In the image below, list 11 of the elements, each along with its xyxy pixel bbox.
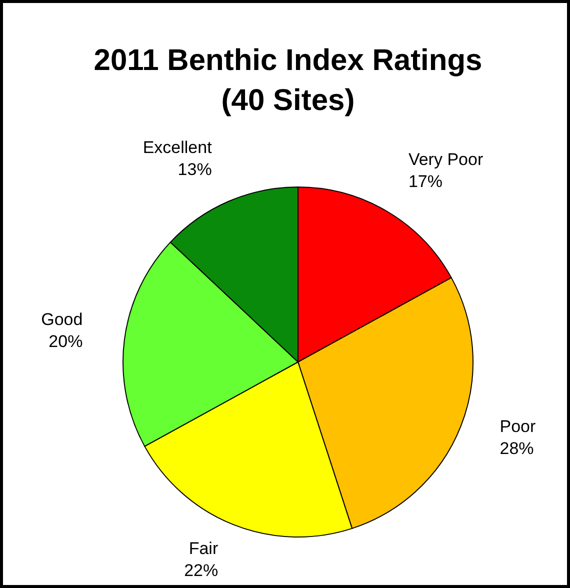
data-label: 17% — [408, 172, 442, 192]
slice-label: Very Poor — [408, 150, 484, 170]
data-label: 28% — [500, 438, 534, 458]
slice-label: Excellent — [142, 138, 212, 157]
slice-label: Good — [41, 310, 83, 329]
data-label: 13% — [178, 160, 212, 179]
slice-label: Poor — [500, 416, 536, 436]
data-label: 20% — [48, 332, 83, 351]
chart-title: 2011 Benthic Index Ratings (40 Sites) — [92, 43, 484, 119]
slice-label: Fair — [188, 538, 218, 558]
data-label: 22% — [184, 560, 218, 580]
